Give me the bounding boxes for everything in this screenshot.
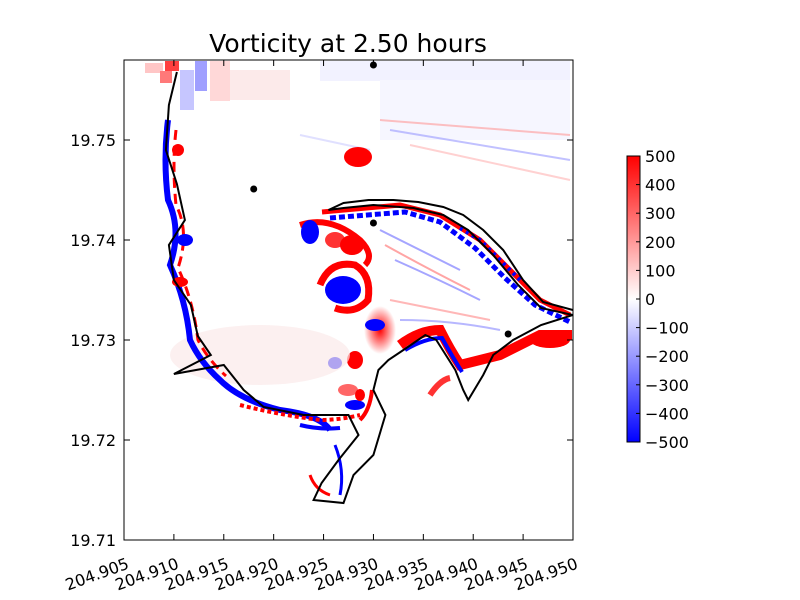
colorbar-tick-label: −100 — [645, 319, 689, 338]
marker-point — [504, 330, 512, 338]
chart-title: Vorticity at 2.50 hours — [209, 29, 487, 58]
vorticity-top-left-noise — [145, 61, 570, 140]
plot-area — [123, 59, 574, 541]
plot-frame — [123, 59, 574, 541]
y-tick-label: 19.73 — [70, 331, 116, 350]
colorbar-tick-label: 300 — [645, 204, 676, 223]
eddy-red-north — [344, 147, 372, 167]
coastline — [164, 71, 573, 505]
colorbar-tick-label: −200 — [645, 347, 689, 366]
vorticity-bay-wisps — [379, 229, 501, 331]
marker-point — [250, 185, 258, 193]
colorbar-tick-label: 500 — [645, 147, 676, 166]
coastline-layer — [164, 71, 573, 505]
vorticity-spit-band-blue — [329, 209, 572, 325]
colorbar-tick-label: −300 — [645, 376, 689, 395]
eddy-blue-west — [301, 220, 319, 244]
colorbar-tick-label: 400 — [645, 176, 676, 195]
y-axis: 19.71 19.72 19.73 19.74 19.75 — [70, 131, 573, 550]
colorbar-tick-label: −400 — [645, 404, 689, 423]
marker-point — [369, 219, 377, 227]
colorbar-tick-label: −500 — [645, 433, 689, 452]
y-tick-label: 19.75 — [70, 131, 116, 150]
y-tick-label: 19.74 — [70, 231, 116, 250]
colorbar: 500 400 300 200 100 0 −100 −200 −300 −400 −500 — [626, 147, 689, 452]
colorbar-tick-label: 200 — [645, 233, 676, 252]
coastline-spit — [328, 199, 573, 316]
vorticity-field — [145, 61, 572, 497]
colorbar-tick-label: 100 — [645, 261, 676, 280]
y-tick-label: 19.71 — [70, 531, 116, 550]
colorbar-ticks: 500 400 300 200 100 0 −100 −200 −300 −400 −500 — [636, 147, 689, 452]
y-tick-label: 19.72 — [70, 431, 116, 450]
colorbar-tick-label: 0 — [645, 290, 655, 309]
eddy-blue-center — [325, 276, 361, 304]
